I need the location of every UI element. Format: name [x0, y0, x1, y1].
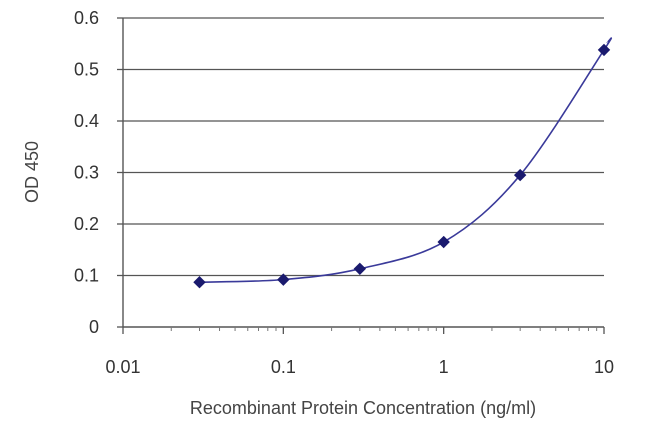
x-tick-label: 0.01 [105, 357, 140, 377]
x-axis-label: Recombinant Protein Concentration (ng/ml… [190, 398, 536, 418]
x-tick-label: 1 [439, 357, 449, 377]
y-tick-label: 0.1 [74, 266, 99, 286]
data-point [437, 235, 450, 249]
axes [117, 17, 605, 334]
y-axis-label: OD 450 [22, 141, 42, 203]
x-tick-label: 10 [594, 357, 614, 377]
data-point [277, 273, 290, 286]
y-tick-label: 0.6 [74, 8, 99, 28]
data-points [193, 43, 611, 289]
gridlines [123, 17, 604, 277]
y-tick-label: 0.5 [74, 60, 99, 80]
data-point [513, 168, 527, 182]
y-tick-label: 0.2 [74, 214, 99, 234]
data-point [193, 275, 206, 289]
tick-labels: 0 0.1 0.2 0.3 0.4 0.5 0.6 0.01 0.1 1 10 [74, 8, 614, 377]
y-tick-label: 0.3 [74, 163, 99, 183]
y-tick-label: 0 [89, 317, 99, 337]
x-tick-label: 0.1 [271, 357, 296, 377]
data-point [597, 43, 611, 57]
fit-curve [199, 37, 613, 283]
data-point [353, 262, 367, 276]
y-tick-label: 0.4 [74, 111, 99, 131]
